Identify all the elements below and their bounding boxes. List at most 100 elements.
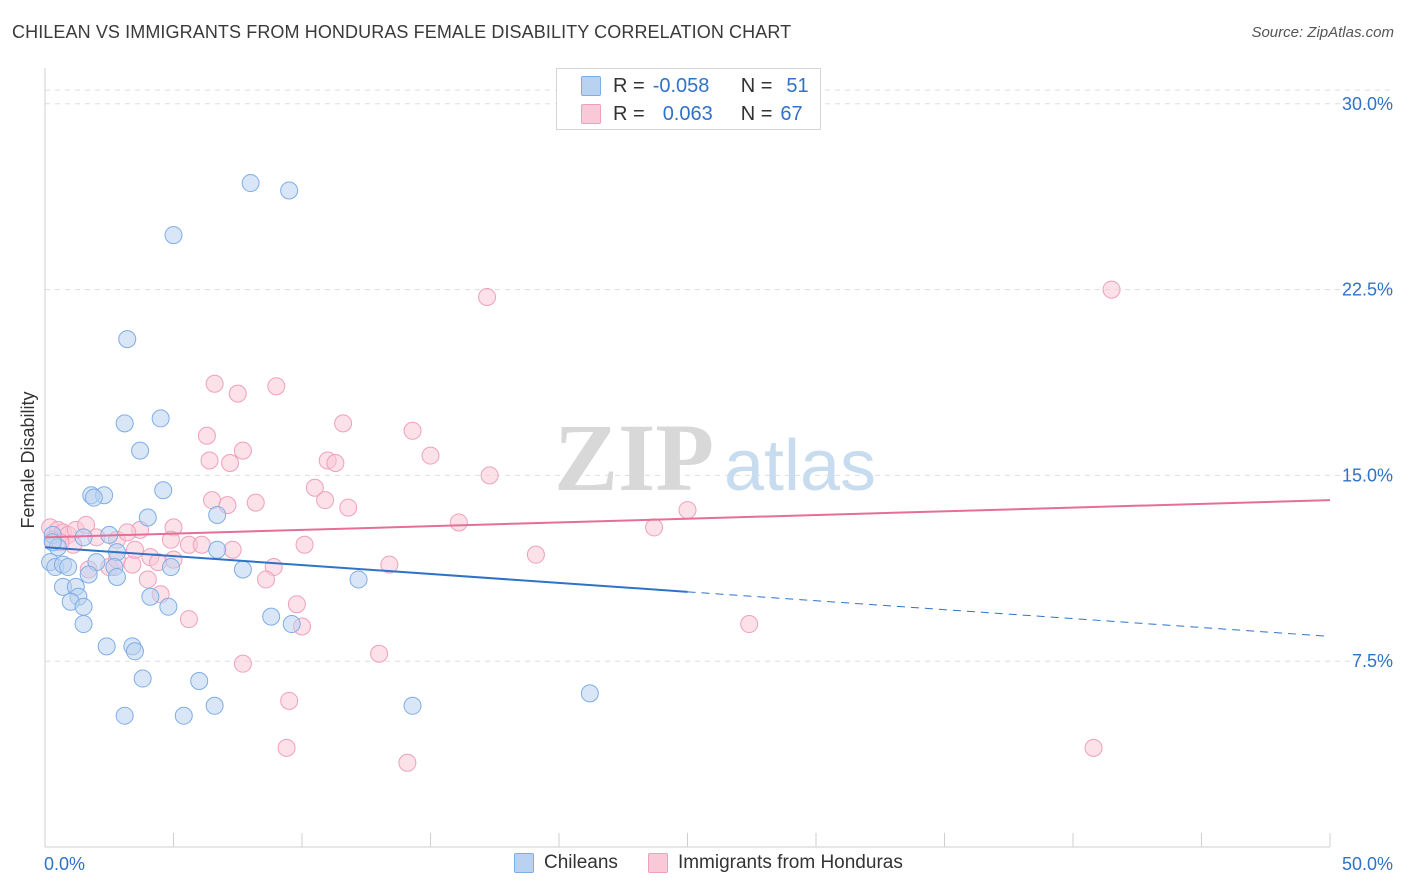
honduras-point <box>125 540 144 559</box>
y-tick-label: 30.0% <box>1342 94 1393 114</box>
honduras-point <box>287 595 306 614</box>
honduras-point <box>221 454 240 472</box>
points-layer <box>41 174 1121 772</box>
chilean-point <box>74 597 93 616</box>
chilean-point <box>349 570 368 589</box>
honduras-point <box>228 384 247 403</box>
honduras-point <box>179 610 198 629</box>
honduras-point <box>1084 738 1103 757</box>
chilean-point <box>74 615 93 634</box>
honduras-point <box>339 498 358 517</box>
legend-n-value: 67 <box>780 102 803 125</box>
chilean-point <box>107 567 126 586</box>
chilean-point <box>141 587 160 606</box>
honduras-point <box>740 615 759 634</box>
stats-legend: R = -0.058 N = 51 R = 0.063 N = 67 <box>556 68 821 130</box>
honduras-point <box>205 374 224 393</box>
chilean-point <box>403 696 422 715</box>
legend-row-honduras: R = 0.063 N = 67 <box>581 101 803 127</box>
chilean-point <box>208 540 227 559</box>
legend-r-value: -0.058 <box>652 74 710 97</box>
chilean-point <box>164 226 183 245</box>
honduras-point <box>478 288 497 307</box>
honduras-point <box>246 493 265 512</box>
honduras-point <box>280 691 299 710</box>
honduras-point <box>370 644 389 663</box>
honduras-point <box>118 523 137 542</box>
honduras-point <box>277 738 296 757</box>
legend-label-chileans: Chileans <box>544 852 618 873</box>
honduras-point <box>1102 280 1121 299</box>
honduras-point <box>161 530 180 549</box>
honduras-point <box>398 753 417 772</box>
honduras-point <box>257 570 276 589</box>
honduras-point <box>480 466 499 485</box>
honduras-point <box>295 535 314 554</box>
chilean-point <box>241 174 260 193</box>
chilean-trend-extension <box>687 591 1331 637</box>
chilean-point <box>115 414 134 433</box>
source-label: Source: ZipAtlas.com <box>1251 24 1394 41</box>
legend-swatch-chileans <box>514 853 534 873</box>
chilean-point <box>190 672 209 691</box>
honduras-point <box>267 377 286 396</box>
chart-title: CHILEAN VS IMMIGRANTS FROM HONDURAS FEMA… <box>12 22 792 42</box>
legend-swatch-honduras <box>647 853 668 873</box>
honduras-point <box>305 478 324 497</box>
legend-swatch-chileans <box>581 76 601 96</box>
legend-r-value: 0.063 <box>662 102 713 125</box>
y-tick-label: 7.5% <box>1352 651 1393 671</box>
legend-r-label: R = <box>613 102 645 125</box>
honduras-point <box>233 441 252 460</box>
chilean-point <box>59 558 78 577</box>
chilean-point <box>233 560 252 579</box>
legend-item-chileans[interactable]: Chileans <box>514 852 618 874</box>
y-tick-label: 22.5% <box>1342 280 1393 300</box>
chilean-point <box>159 597 178 616</box>
chilean-point <box>133 669 152 688</box>
chilean-point <box>161 558 180 577</box>
honduras-point <box>326 454 345 472</box>
chilean-point <box>79 565 98 584</box>
chilean-point <box>84 488 103 507</box>
chilean-point <box>282 615 301 634</box>
honduras-point <box>192 535 211 554</box>
legend-item-honduras[interactable]: Immigrants from Honduras <box>647 852 903 874</box>
honduras-point <box>316 491 335 510</box>
honduras-point <box>233 654 252 673</box>
chilean-point <box>580 684 599 703</box>
chilean-point <box>118 330 137 349</box>
chilean-point <box>125 642 144 661</box>
chilean-point <box>97 637 116 656</box>
honduras-point <box>197 426 216 445</box>
legend-n-label: N = <box>740 102 773 125</box>
chilean-point <box>205 696 224 715</box>
honduras-point <box>526 545 545 564</box>
legend-swatch-honduras <box>581 104 601 124</box>
watermark-atlas: atlas <box>724 426 876 506</box>
chilean-point <box>131 441 150 460</box>
chilean-point <box>262 607 281 626</box>
axis-layer: 7.5% 15.0% 22.5% 30.0% 0.0% 50.0% <box>44 68 1393 874</box>
honduras-point <box>138 570 157 589</box>
legend-r-label: R = <box>613 74 645 97</box>
honduras-point <box>678 501 697 520</box>
chilean-point <box>154 481 173 500</box>
honduras-point <box>421 446 440 465</box>
legend-n-label: N = <box>740 74 773 97</box>
honduras-point <box>645 518 664 537</box>
legend-label-honduras: Immigrants from Honduras <box>677 852 903 873</box>
honduras-point <box>449 513 468 532</box>
honduras-trend-line <box>44 499 1331 539</box>
honduras-point <box>380 555 399 574</box>
honduras-point <box>223 540 242 559</box>
legend-row-chileans: R = -0.058 N = 51 <box>581 73 809 99</box>
series-legend: Chileans Immigrants from Honduras <box>514 852 933 874</box>
honduras-point <box>123 555 142 574</box>
honduras-point <box>334 414 353 433</box>
chilean-point <box>208 506 227 525</box>
y-tick-label: 15.0% <box>1342 465 1393 485</box>
chilean-point <box>280 181 299 200</box>
chilean-point <box>151 409 170 428</box>
chilean-trend-line <box>44 546 688 593</box>
